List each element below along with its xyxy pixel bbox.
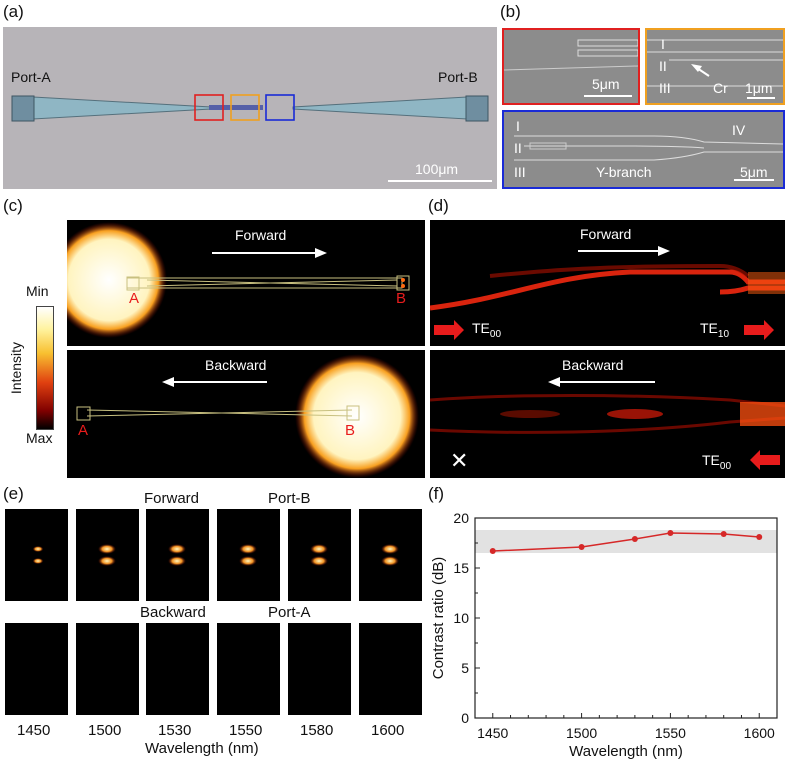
blue-region-box: [265, 94, 295, 121]
field-backward-d: Backward ✕ TE00: [430, 350, 785, 478]
blocked-x-icon: ✕: [450, 448, 469, 473]
data-point: [667, 530, 674, 536]
forward-mode-image: [359, 509, 422, 601]
wavelength-label: 1580: [300, 722, 334, 739]
wavelength-label: 1600: [371, 722, 405, 739]
scale-label-a: 100μm: [415, 161, 459, 177]
panel-a-micrograph: Port-A Port-B 100μm: [3, 27, 497, 189]
blue-roman-3: III: [514, 164, 526, 180]
row2-left-caption: Backward: [140, 604, 206, 621]
backward-mode-image: [217, 623, 280, 715]
row1-left-caption: Forward: [144, 490, 200, 507]
forward-mode-image: [76, 509, 139, 601]
point-a-top: A: [129, 290, 140, 307]
backward-label-c: Backward: [205, 357, 267, 373]
y-tick-label: 5: [461, 660, 469, 676]
forward-label-d: Forward: [580, 226, 632, 242]
taper-right: [292, 96, 468, 120]
backward-mode-image: [359, 623, 422, 715]
data-point: [489, 548, 496, 554]
sem-blue: I II III IV Y-branch 5μm: [502, 110, 785, 189]
row1-right-caption: Port-B: [268, 490, 311, 507]
data-point: [756, 534, 763, 540]
port-b-pad: [465, 95, 489, 122]
reference-band: [475, 530, 777, 553]
sem-orange: I II III Cr 1μm: [645, 28, 785, 105]
panel-c-label: (c): [3, 196, 23, 215]
forward-mode-image: [5, 509, 68, 601]
scale-label-blue: 5μm: [740, 164, 768, 180]
x-tick-label: 1450: [477, 725, 508, 741]
port-b-label: Port-B: [438, 69, 478, 85]
red-region-box: [194, 94, 224, 121]
point-b-bottom: B: [345, 422, 356, 439]
panel-a-label: (a): [3, 2, 24, 21]
forward-label-c: Forward: [235, 227, 287, 243]
wavelength-label: 1500: [88, 722, 122, 739]
contrast-ratio-chart: 0 5 10 15 20 1450 1500 1550 1600 Wavelength (nm) C…: [430, 510, 778, 760]
x-tick-label: 1500: [566, 725, 597, 741]
e-xlabel: Wavelength (nm): [145, 740, 259, 757]
y-tick-label: 20: [453, 510, 469, 526]
colorbar-title: Intensity: [8, 341, 24, 395]
sem-red: 5μm: [502, 28, 640, 105]
te10-label: TE10: [700, 320, 730, 340]
backward-mode-image: [5, 623, 68, 715]
cr-label: Cr: [713, 80, 728, 96]
row2-right-caption: Port-A: [268, 604, 311, 621]
blue-roman-2: II: [514, 140, 522, 156]
y-axis-label: Contrast ratio (dB): [430, 557, 447, 680]
orange-region-box: [230, 94, 260, 121]
x-axis-label: Wavelength (nm): [569, 743, 683, 760]
panel-b-label: (b): [500, 2, 521, 21]
orange-roman-2: II: [659, 58, 667, 74]
backward-mode-image: [146, 623, 209, 715]
blue-roman-1: I: [516, 118, 520, 134]
series-line: [492, 532, 760, 552]
data-point: [578, 544, 585, 550]
scale-label-red: 5μm: [592, 76, 620, 92]
y-tick-label: 15: [453, 560, 469, 576]
y-tick-label: 10: [453, 610, 469, 626]
forward-mode-image: [146, 509, 209, 601]
backward-label-d: Backward: [562, 357, 624, 373]
forward-mode-image: [217, 509, 280, 601]
y-branch-label: Y-branch: [596, 164, 652, 180]
field-forward-d: Forward TE00 TE10: [430, 220, 785, 346]
te00-label-top: TE00: [472, 320, 502, 340]
forward-mode-image: [288, 509, 351, 601]
x-tick-label: 1550: [655, 725, 686, 741]
colorbar: [36, 306, 54, 430]
colorbar-min: Min: [26, 283, 49, 299]
port-a-label: Port-A: [11, 69, 51, 85]
backward-mode-image: [76, 623, 139, 715]
x-tick-label: 1600: [744, 725, 775, 741]
port-a-pad: [11, 95, 35, 122]
backward-mode-image: [288, 623, 351, 715]
blue-roman-4: IV: [732, 122, 746, 138]
field-backward-c: Backward A B: [67, 350, 425, 478]
data-point: [631, 536, 638, 542]
te00-label-bottom: TE00: [702, 452, 732, 472]
taper-left: [32, 96, 212, 120]
wavelength-label: 1550: [229, 722, 263, 739]
colorbar-max: Max: [26, 430, 53, 446]
panel-d-label: (d): [428, 196, 449, 215]
wavelength-label: 1450: [17, 722, 51, 739]
orange-roman-3: III: [659, 80, 671, 96]
panel-e-label: (e): [3, 484, 24, 503]
point-b-top: B: [396, 290, 407, 307]
point-a-bottom: A: [78, 422, 89, 439]
data-point: [720, 531, 727, 537]
scale-label-orange: 1μm: [745, 80, 773, 96]
orange-roman-1: I: [661, 36, 665, 52]
field-forward-c: Forward A B: [67, 220, 425, 346]
y-tick-label: 0: [461, 710, 469, 726]
wavelength-label: 1530: [158, 722, 192, 739]
panel-f-label: (f): [428, 484, 445, 503]
